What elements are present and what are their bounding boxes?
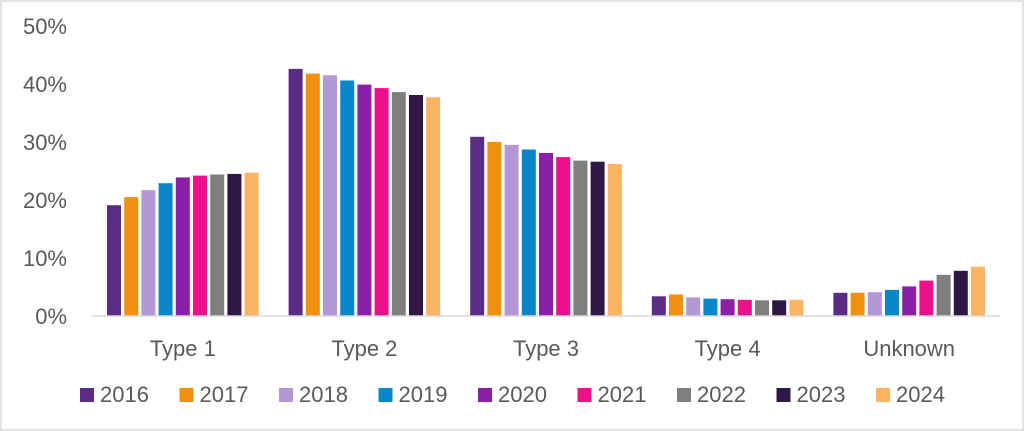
bar-2017-type-4 bbox=[669, 294, 683, 316]
bar-2024-type-3 bbox=[607, 164, 622, 316]
legend-swatch bbox=[776, 388, 791, 402]
legend-label: 2019 bbox=[399, 382, 448, 407]
bar-group-type-1 bbox=[107, 172, 259, 316]
bars bbox=[107, 68, 985, 317]
category-label: Type 4 bbox=[695, 336, 761, 361]
y-tick-label: 40% bbox=[23, 72, 67, 97]
bar-2018-type-4 bbox=[686, 297, 701, 316]
legend-swatch bbox=[677, 388, 691, 402]
legend-label: 2016 bbox=[100, 382, 149, 407]
legend-item-2016: 2016 bbox=[80, 382, 149, 407]
bar-2016-type-3 bbox=[470, 136, 485, 316]
bar-group-type-2 bbox=[288, 68, 441, 317]
legend-item-2020: 2020 bbox=[478, 382, 547, 407]
bar-2019-type-1 bbox=[158, 183, 173, 316]
bar-2024-type-4 bbox=[789, 299, 804, 316]
bar-2021-type-2 bbox=[374, 88, 389, 316]
bar-2016-type-1 bbox=[107, 205, 121, 316]
x-axis: Type 1 Type 2 Type 3 Type 4 Unknown bbox=[150, 336, 955, 361]
legend-swatch bbox=[876, 388, 890, 402]
bar-2021-unknown bbox=[919, 280, 934, 316]
legend-label: 2018 bbox=[299, 382, 348, 407]
bar-2022-type-3 bbox=[573, 160, 588, 316]
bar-2023-type-3 bbox=[590, 161, 605, 316]
legend-swatch bbox=[80, 388, 94, 402]
bar-2022-type-1 bbox=[210, 174, 225, 316]
bar-2020-type-3 bbox=[539, 153, 553, 316]
y-tick-label: 0% bbox=[35, 304, 67, 329]
legend-item-2024: 2024 bbox=[876, 382, 945, 407]
category-label: Type 2 bbox=[331, 336, 397, 361]
bar-group-unknown bbox=[833, 266, 985, 316]
legend-label: 2024 bbox=[896, 382, 945, 407]
category-label: Type 1 bbox=[150, 336, 216, 361]
bar-2021-type-1 bbox=[193, 175, 207, 316]
legend-label: 2021 bbox=[598, 382, 647, 407]
legend-item-2021: 2021 bbox=[577, 382, 647, 407]
bar-2018-type-3 bbox=[504, 144, 519, 316]
legend-label: 2020 bbox=[498, 382, 547, 407]
legend-item-2018: 2018 bbox=[279, 382, 348, 407]
legend-swatch bbox=[478, 388, 492, 402]
bar-2018-type-1 bbox=[141, 190, 156, 316]
bar-2018-unknown bbox=[867, 292, 882, 316]
legend-item-2017: 2017 bbox=[179, 382, 249, 407]
bar-group-type-3 bbox=[470, 136, 622, 316]
bar-group-type-4 bbox=[651, 294, 804, 316]
bar-2017-unknown bbox=[850, 292, 865, 316]
legend-item-2019: 2019 bbox=[378, 382, 448, 407]
bar-2023-unknown bbox=[953, 270, 968, 316]
legend-label: 2017 bbox=[200, 382, 249, 407]
legend-label: 2022 bbox=[697, 382, 746, 407]
bar-2017-type-3 bbox=[487, 142, 502, 316]
bar-2024-type-1 bbox=[244, 172, 259, 316]
bar-2022-type-4 bbox=[755, 300, 769, 316]
y-tick-label: 10% bbox=[23, 246, 67, 271]
bar-2019-type-3 bbox=[521, 149, 536, 316]
bar-2024-unknown bbox=[971, 266, 985, 316]
legend-swatch bbox=[378, 388, 393, 402]
bar-2016-type-2 bbox=[288, 68, 303, 317]
bar-2017-type-1 bbox=[124, 197, 139, 316]
bar-2017-type-2 bbox=[305, 73, 320, 316]
y-tick-label: 30% bbox=[23, 130, 67, 155]
bar-2024-type-2 bbox=[426, 97, 441, 316]
bar-2021-type-3 bbox=[556, 157, 571, 316]
y-tick-label: 50% bbox=[23, 14, 67, 39]
y-axis: 0% 10% 20% 30% 40% 50% bbox=[23, 14, 67, 329]
category-label: Type 3 bbox=[513, 336, 579, 361]
bar-2021-type-4 bbox=[737, 299, 752, 316]
bar-2019-type-2 bbox=[340, 80, 355, 316]
bar-2023-type-4 bbox=[772, 300, 787, 316]
bar-2022-type-2 bbox=[391, 92, 406, 316]
bar-2022-unknown bbox=[936, 274, 951, 316]
bar-2023-type-2 bbox=[409, 95, 423, 316]
bar-2016-unknown bbox=[833, 292, 848, 316]
legend-item-2022: 2022 bbox=[677, 382, 746, 407]
legend-swatch bbox=[179, 388, 194, 402]
y-tick-label: 20% bbox=[23, 188, 67, 213]
legend: 2016 2017 2018 2019 2020 2021 2022 2023 2024 bbox=[80, 382, 945, 407]
bar-2020-unknown bbox=[902, 286, 917, 316]
bar-2018-type-2 bbox=[323, 75, 337, 316]
bar-2023-type-1 bbox=[227, 173, 242, 316]
category-label: Unknown bbox=[863, 336, 955, 361]
bar-2019-unknown bbox=[885, 289, 899, 316]
legend-label: 2023 bbox=[797, 382, 846, 407]
legend-swatch bbox=[279, 388, 293, 402]
legend-swatch bbox=[577, 388, 592, 402]
bar-2019-type-4 bbox=[703, 298, 718, 316]
bar-2020-type-2 bbox=[357, 84, 372, 316]
bar-2016-type-4 bbox=[651, 296, 666, 316]
bar-2020-type-4 bbox=[720, 299, 735, 316]
legend-item-2023: 2023 bbox=[776, 382, 846, 407]
bar-2020-type-1 bbox=[175, 177, 190, 316]
